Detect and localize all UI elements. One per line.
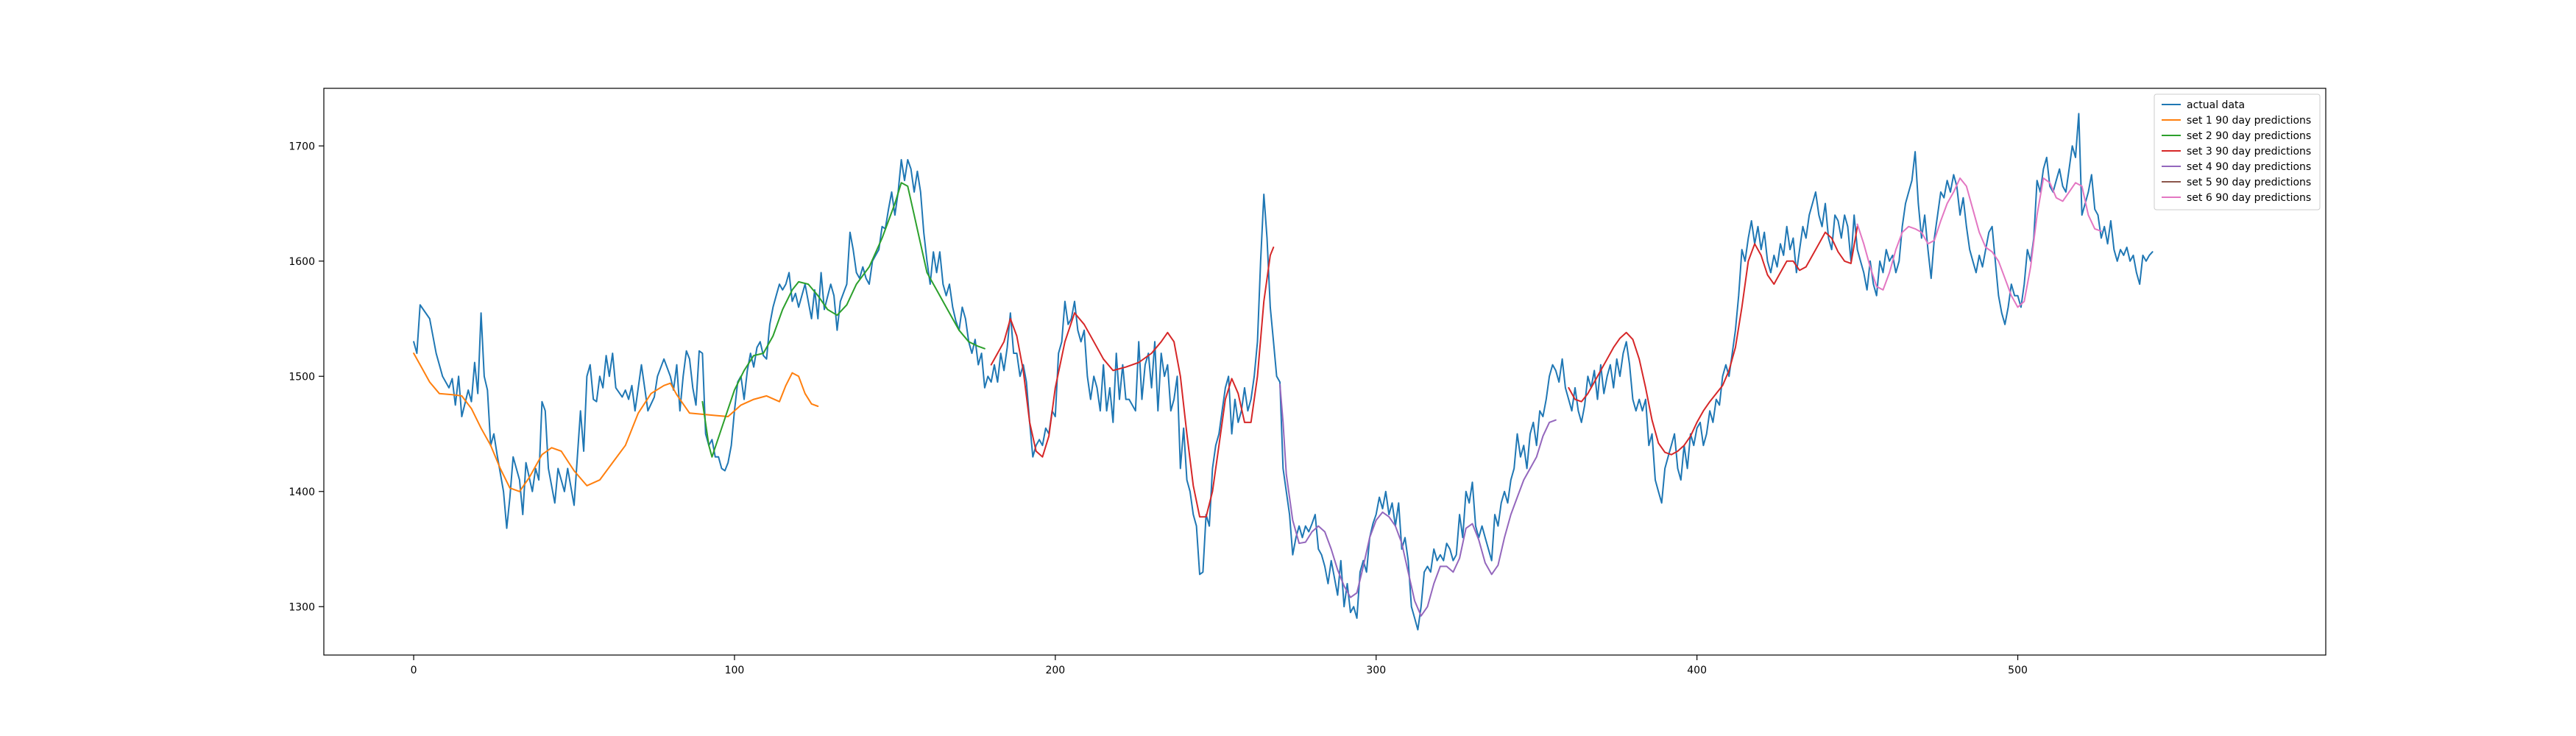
y-axis: 1300 1400 1500 1600 1700 bbox=[289, 141, 324, 613]
legend-label-set-1-90-day-predictions: set 1 90 day predictions bbox=[2187, 115, 2311, 127]
y-tick-label: 1400 bbox=[289, 486, 315, 498]
x-tick-label: 400 bbox=[1687, 665, 1707, 676]
y-tick-label: 1300 bbox=[289, 601, 315, 613]
legend-label-set-6-90-day-predictions: set 6 90 day predictions bbox=[2187, 192, 2311, 204]
y-tick-label: 1500 bbox=[289, 371, 315, 383]
x-tick-label: 100 bbox=[725, 665, 745, 676]
series-line-set-3-90-day-predictions bbox=[990, 247, 1275, 518]
series-line-set-1-90-day-predictions bbox=[413, 353, 819, 492]
legend-label-set-3-90-day-predictions: set 3 90 day predictions bbox=[2187, 146, 2311, 158]
series-line-set-6-pink-extension bbox=[1856, 177, 2102, 308]
series-line-set-4-90-day-predictions bbox=[1279, 383, 1557, 617]
legend-label-set-5-90-day-predictions: set 5 90 day predictions bbox=[2187, 177, 2311, 188]
legend-box bbox=[2154, 93, 2321, 210]
legend: actual data set 1 90 day predictions set 2… bbox=[2154, 93, 2321, 210]
x-tick-label: 0 bbox=[411, 665, 417, 676]
series-line-set-4-90-day-predictions-continued bbox=[1568, 225, 1858, 456]
plot-area bbox=[323, 88, 2326, 656]
y-tick-label: 1700 bbox=[289, 141, 315, 152]
legend-label-set-4-90-day-predictions: set 4 90 day predictions bbox=[2187, 161, 2311, 173]
x-axis: 0 100 200 300 400 500 bbox=[411, 655, 2028, 676]
x-tick-label: 500 bbox=[2008, 665, 2028, 676]
series-line-actual-data bbox=[413, 113, 2154, 631]
x-tick-label: 200 bbox=[1045, 665, 1065, 676]
series-line-set-2-90-day-predictions bbox=[701, 182, 986, 458]
series-layer bbox=[413, 113, 2154, 631]
y-tick-label: 1600 bbox=[289, 256, 315, 268]
legend-label-set-2-90-day-predictions: set 2 90 day predictions bbox=[2187, 130, 2311, 142]
x-tick-label: 300 bbox=[1366, 665, 1386, 676]
legend-label-actual-data: actual data bbox=[2187, 99, 2245, 111]
